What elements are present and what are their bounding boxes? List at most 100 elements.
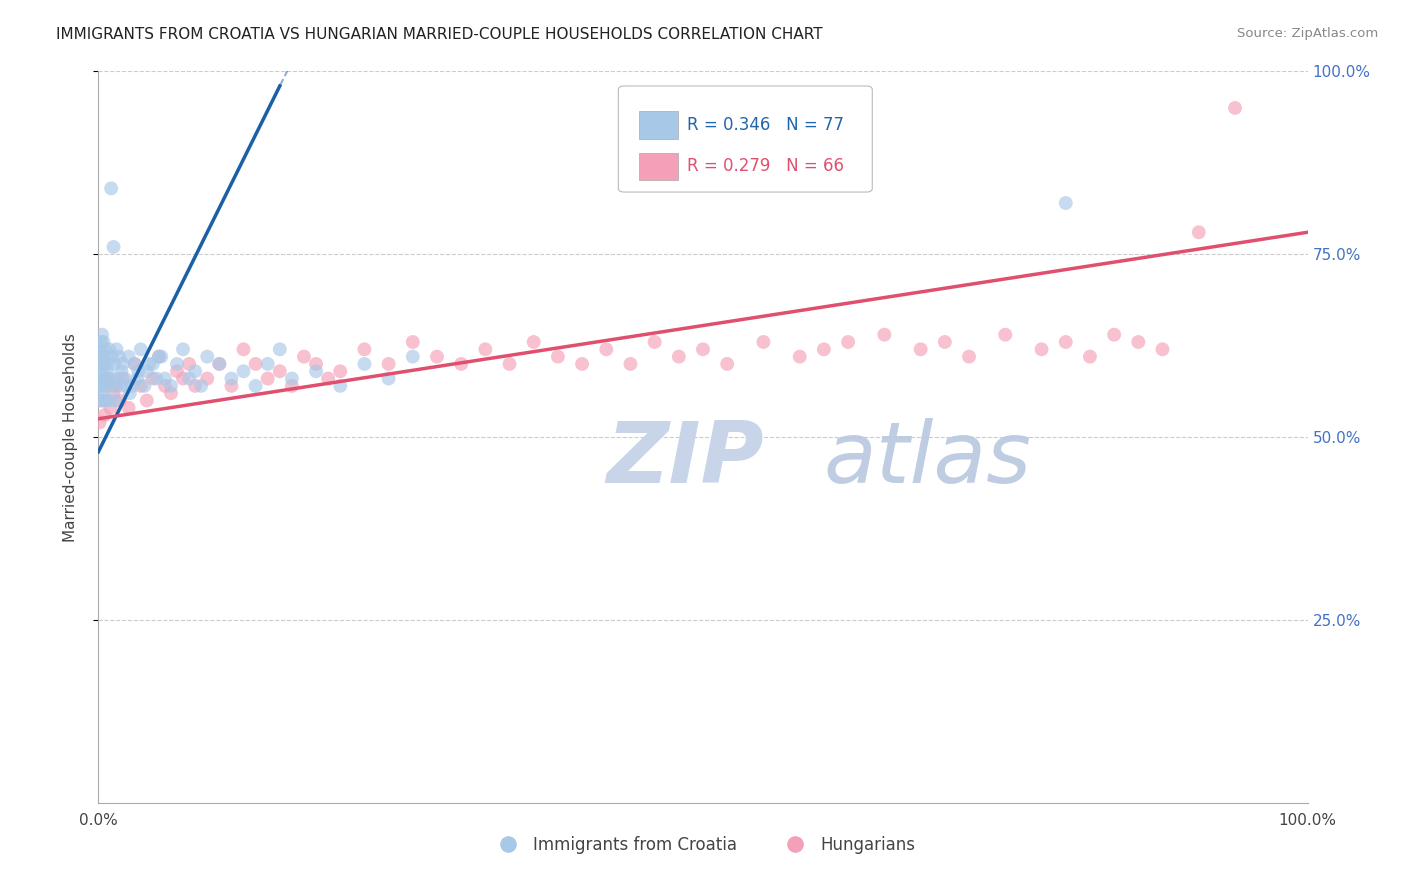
- Point: [97, 371, 120, 385]
- Point: [90, 350, 112, 364]
- Point: [97, 393, 120, 408]
- Point: [89, 357, 111, 371]
- Point: [837, 334, 859, 349]
- Point: [103, 357, 125, 371]
- Point: [232, 364, 254, 378]
- Bar: [638, 153, 678, 180]
- Point: [873, 327, 896, 342]
- Point: [94, 371, 117, 385]
- Point: [1152, 343, 1174, 357]
- Point: [668, 350, 690, 364]
- Point: [118, 350, 141, 364]
- Point: [145, 371, 167, 385]
- Point: [190, 379, 212, 393]
- Point: [90, 334, 112, 349]
- Point: [96, 379, 118, 393]
- Bar: [638, 111, 678, 138]
- Point: [96, 350, 118, 364]
- Point: [377, 357, 399, 371]
- Point: [752, 334, 775, 349]
- Point: [93, 343, 115, 357]
- Point: [91, 371, 114, 385]
- Point: [97, 357, 120, 371]
- Point: [329, 379, 352, 393]
- Point: [91, 327, 114, 342]
- Point: [108, 393, 131, 408]
- Point: [692, 343, 714, 357]
- Point: [148, 350, 170, 364]
- Legend: Immigrants from Croatia, Hungarians: Immigrants from Croatia, Hungarians: [484, 829, 922, 860]
- Point: [110, 364, 132, 378]
- Point: [134, 379, 156, 393]
- Point: [256, 371, 278, 385]
- Point: [89, 416, 111, 430]
- Point: [208, 357, 231, 371]
- Point: [910, 343, 932, 357]
- Point: [305, 364, 328, 378]
- Point: [153, 379, 176, 393]
- Point: [124, 357, 146, 371]
- Point: [96, 364, 118, 378]
- Point: [281, 379, 304, 393]
- Point: [93, 379, 115, 393]
- Point: [994, 327, 1017, 342]
- Point: [402, 350, 425, 364]
- Point: [1223, 101, 1246, 115]
- Point: [121, 379, 143, 393]
- Point: [129, 343, 152, 357]
- Point: [571, 357, 593, 371]
- Point: [166, 357, 188, 371]
- Text: IMMIGRANTS FROM CROATIA VS HUNGARIAN MARRIED-COUPLE HOUSEHOLDS CORRELATION CHART: IMMIGRANTS FROM CROATIA VS HUNGARIAN MAR…: [56, 27, 823, 42]
- Point: [93, 408, 115, 422]
- Point: [90, 379, 112, 393]
- Point: [105, 343, 128, 357]
- Point: [124, 357, 146, 371]
- Point: [94, 393, 117, 408]
- Point: [498, 357, 520, 371]
- Point: [104, 393, 127, 408]
- Point: [595, 343, 617, 357]
- Point: [105, 379, 128, 393]
- Point: [179, 357, 201, 371]
- Point: [90, 364, 112, 378]
- Point: [90, 386, 112, 401]
- Point: [101, 386, 124, 401]
- Point: [619, 357, 641, 371]
- Point: [934, 334, 956, 349]
- Point: [100, 350, 122, 364]
- Point: [179, 371, 201, 385]
- Point: [426, 350, 449, 364]
- Point: [100, 371, 122, 385]
- Point: [316, 371, 339, 385]
- Point: [118, 401, 141, 415]
- Point: [281, 371, 304, 385]
- Point: [89, 371, 111, 385]
- Point: [98, 343, 121, 357]
- Point: [108, 350, 131, 364]
- Point: [256, 357, 278, 371]
- Point: [111, 357, 134, 371]
- Text: atlas: atlas: [824, 417, 1032, 500]
- Point: [129, 379, 152, 393]
- Point: [221, 379, 243, 393]
- Point: [523, 334, 546, 349]
- Point: [377, 371, 399, 385]
- Point: [111, 371, 134, 385]
- Point: [353, 343, 375, 357]
- Point: [1102, 327, 1125, 342]
- Point: [101, 379, 124, 393]
- Point: [93, 334, 115, 349]
- Point: [353, 357, 375, 371]
- Point: [195, 350, 218, 364]
- Point: [89, 343, 111, 357]
- Point: [195, 371, 218, 385]
- Point: [107, 371, 129, 385]
- Point: [160, 379, 183, 393]
- Point: [135, 393, 157, 408]
- Point: [148, 350, 170, 364]
- Point: [91, 357, 114, 371]
- Point: [402, 334, 425, 349]
- Point: [172, 343, 194, 357]
- Point: [644, 334, 666, 349]
- Text: Source: ZipAtlas.com: Source: ZipAtlas.com: [1237, 27, 1378, 40]
